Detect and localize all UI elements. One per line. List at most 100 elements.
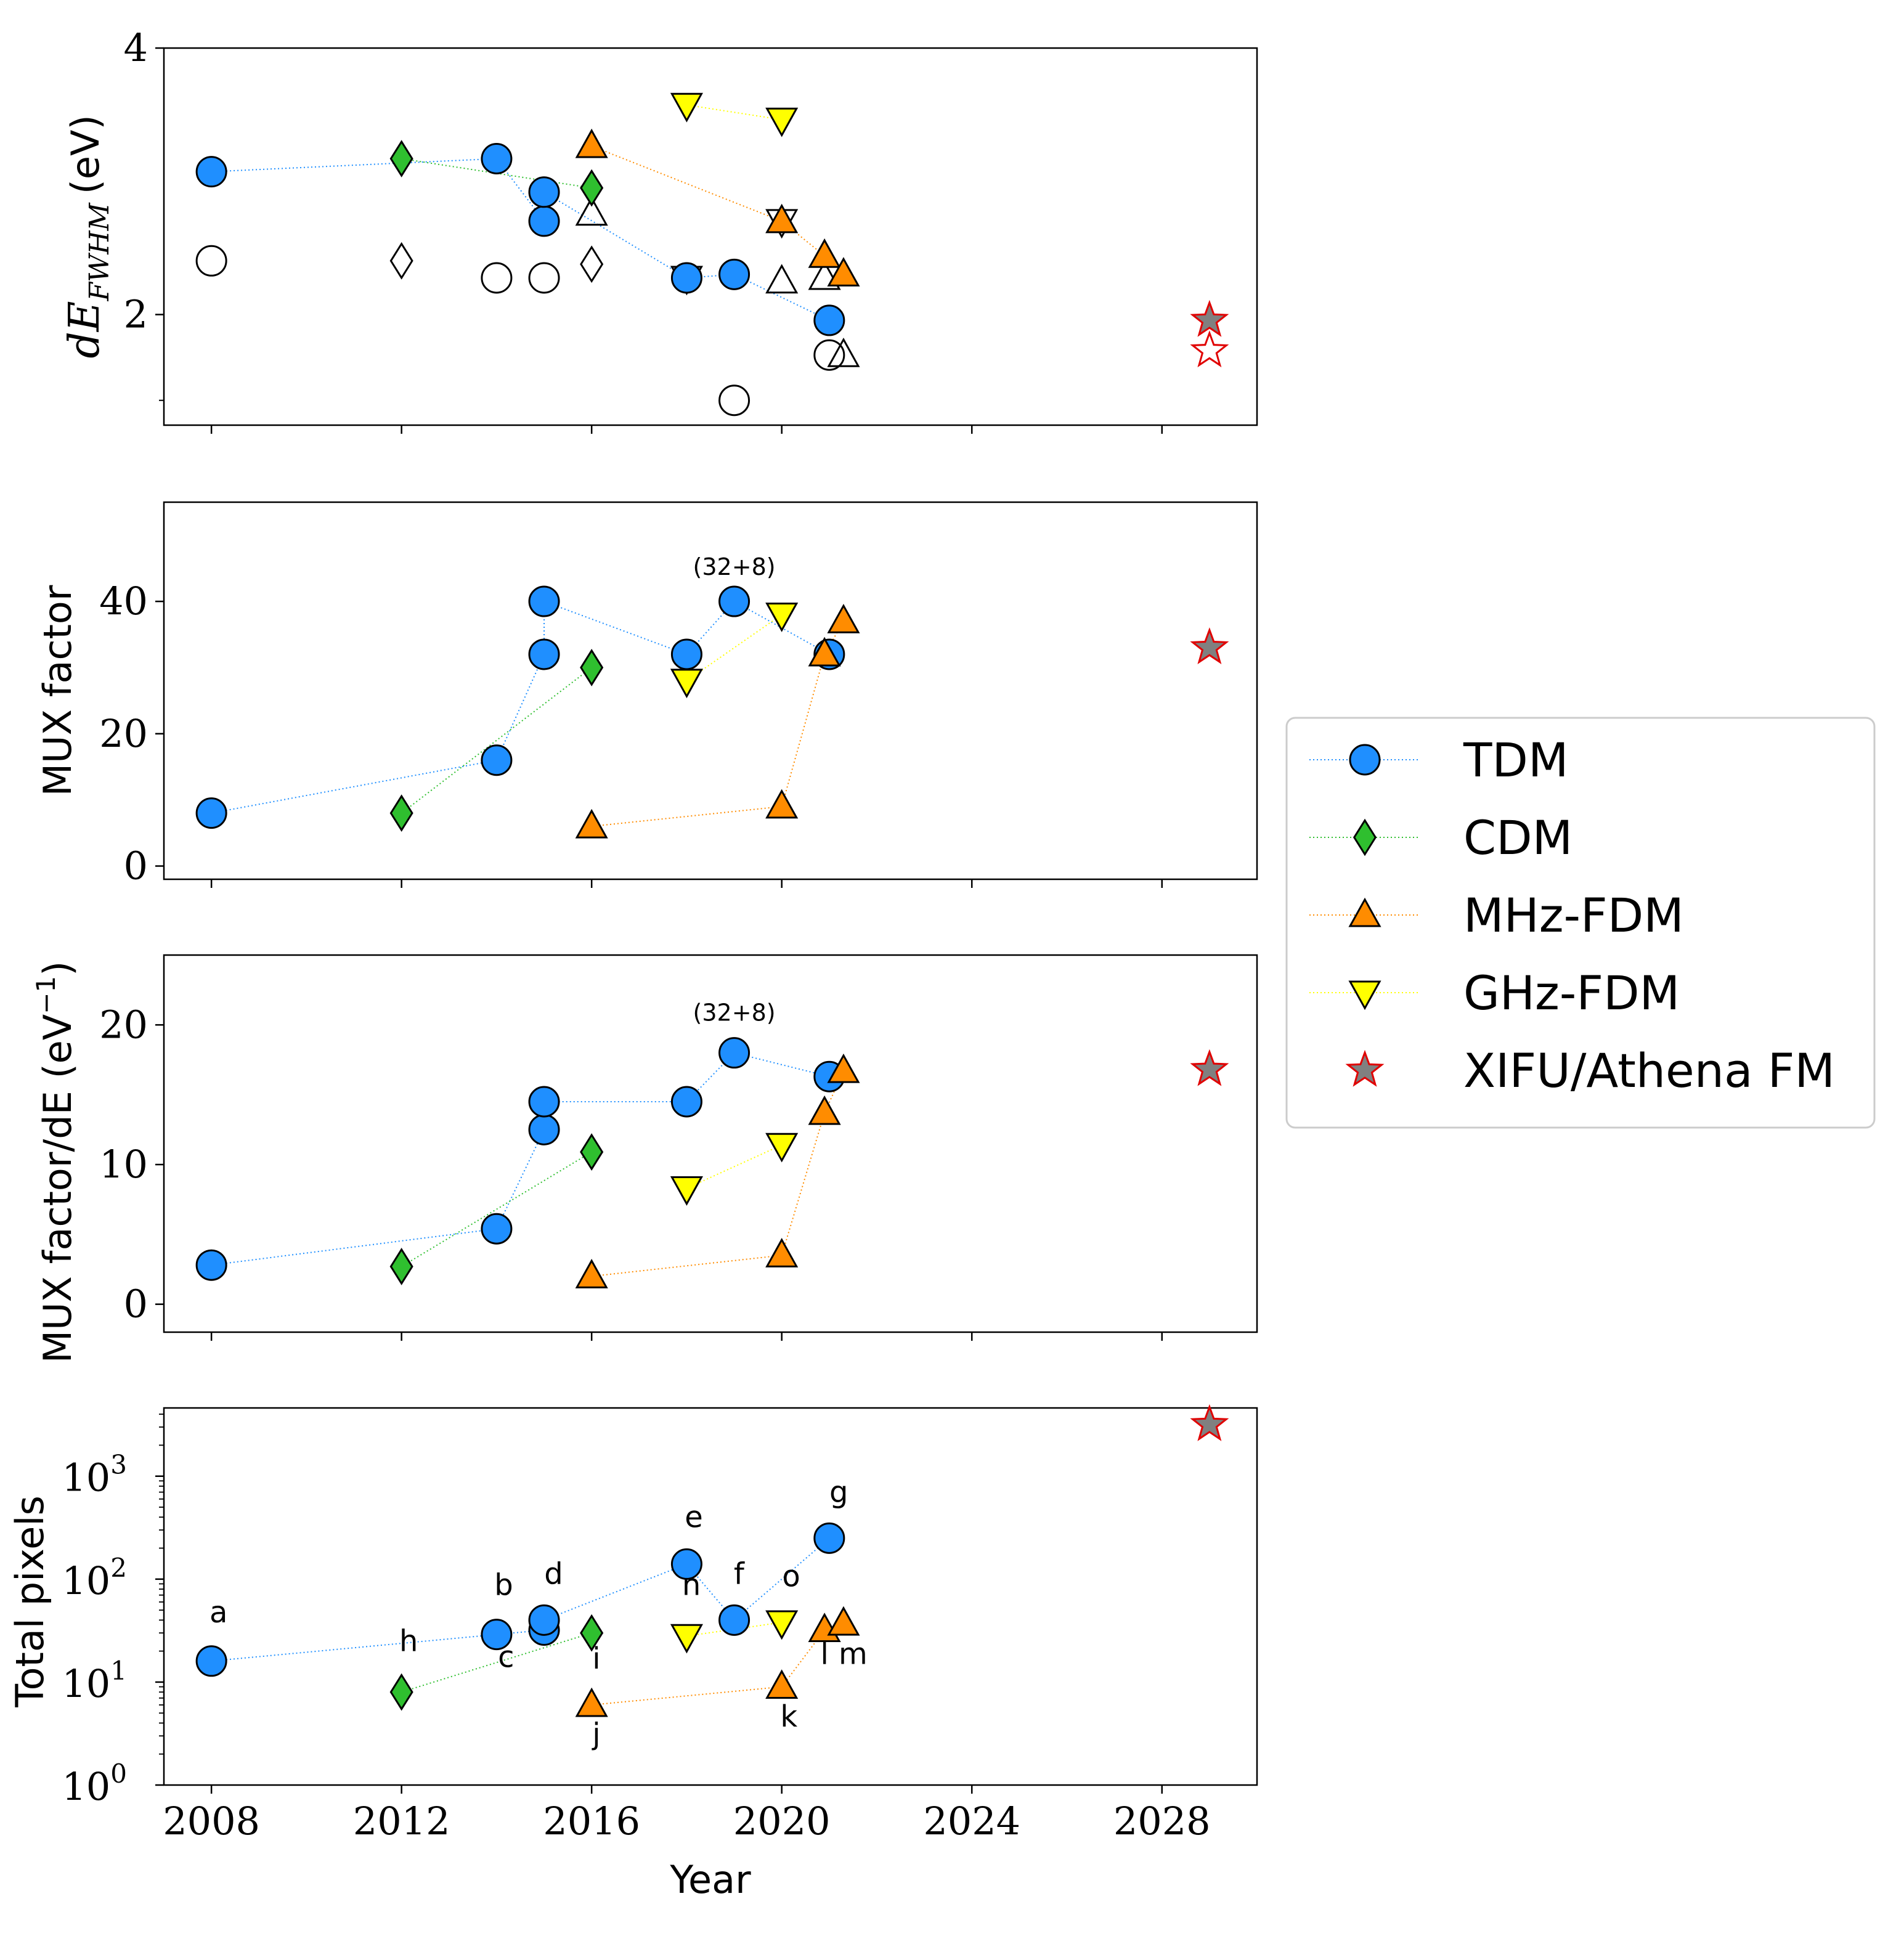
open-marker bbox=[389, 242, 413, 280]
y-tick-exponent: 0 bbox=[110, 1759, 127, 1789]
annotation: l bbox=[820, 1637, 828, 1671]
y-tick-label: 103 bbox=[62, 1450, 127, 1500]
data-point-TDM bbox=[528, 176, 560, 208]
panel-dE: 2 4 dEFWHM (eV) bbox=[60, 25, 1258, 434]
data-point-MHz bbox=[765, 203, 799, 234]
data-point-XIFU bbox=[1190, 299, 1229, 337]
annotation: f bbox=[734, 1556, 745, 1591]
data-point-MHz bbox=[765, 789, 799, 819]
axes-frame bbox=[163, 501, 1258, 881]
x-tick-label: 2012 bbox=[353, 1799, 450, 1844]
x-tick-label: 2028 bbox=[1113, 1799, 1211, 1844]
annotation: h bbox=[399, 1624, 418, 1659]
data-point-MHz bbox=[575, 808, 608, 839]
open-marker bbox=[481, 262, 513, 294]
y-tick-label: 4 bbox=[124, 25, 148, 70]
data-point-TDM bbox=[813, 1522, 845, 1554]
data-point-TDM bbox=[195, 797, 227, 829]
annotation: a bbox=[210, 1595, 227, 1630]
y-label-main: MUX factor/dE (eV bbox=[35, 1014, 80, 1364]
legend-marker-XIFU bbox=[1345, 1049, 1385, 1087]
data-point-TDM bbox=[528, 1086, 560, 1118]
y-tick-label: 0 bbox=[124, 844, 148, 889]
data-point-CDM bbox=[580, 1133, 604, 1171]
data-point-TDM bbox=[718, 258, 751, 290]
data-point-TDM bbox=[528, 638, 560, 670]
data-point-GHz bbox=[670, 669, 703, 699]
annotation: i bbox=[592, 1641, 600, 1676]
data-point-MHz bbox=[827, 603, 860, 633]
annotation: n bbox=[682, 1568, 701, 1603]
y-tick-exponent: 2 bbox=[110, 1553, 127, 1583]
annotation: c bbox=[498, 1640, 514, 1674]
series-line-TDM bbox=[211, 158, 830, 321]
x-tick-label: 2016 bbox=[543, 1799, 640, 1844]
y-tick-label: 20 bbox=[99, 1002, 148, 1047]
y-tick-exponent: 3 bbox=[110, 1450, 127, 1480]
data-point-CDM bbox=[580, 169, 604, 207]
x-axis-label: Year bbox=[669, 1857, 751, 1902]
data-point-CDM bbox=[580, 1614, 604, 1652]
y-axis-label: MUX factor/dE (eV−1) bbox=[31, 961, 80, 1364]
open-marker bbox=[195, 245, 227, 277]
data-point-CDM bbox=[580, 648, 604, 686]
open-marker bbox=[765, 264, 799, 294]
y-label-sub: FWHM bbox=[84, 202, 115, 301]
data-point-CDM bbox=[389, 794, 413, 832]
series-line-TDM bbox=[211, 1052, 830, 1266]
y-tick-label: 40 bbox=[99, 579, 148, 624]
legend-label: GHz-FDM bbox=[1463, 966, 1680, 1020]
legend-marker-MHz bbox=[1348, 897, 1381, 927]
open-marker bbox=[528, 262, 560, 294]
annotation: g bbox=[829, 1475, 848, 1510]
data-point-TDM bbox=[528, 1113, 560, 1145]
axes-frame bbox=[163, 1407, 1258, 1786]
data-point-MHz bbox=[808, 1095, 841, 1125]
data-point-MHz bbox=[827, 1053, 860, 1083]
legend-marker-CDM bbox=[1353, 818, 1377, 856]
y-tick-label: 101 bbox=[62, 1656, 127, 1706]
data-point-TDM bbox=[670, 1086, 702, 1118]
data-point-TDM bbox=[718, 585, 751, 617]
series-line-GHz bbox=[686, 614, 783, 681]
legend-label: XIFU/Athena FM bbox=[1463, 1043, 1835, 1098]
data-point-MHz bbox=[808, 238, 841, 268]
plot-area bbox=[211, 1052, 844, 1277]
annotation: k bbox=[780, 1699, 797, 1734]
y-tick-label: 100 bbox=[62, 1759, 127, 1809]
data-point-MHz bbox=[575, 128, 608, 158]
series-line-MHz bbox=[591, 145, 844, 275]
y-axis-label: Total pixels bbox=[7, 1495, 52, 1708]
annotation: m bbox=[839, 1637, 868, 1671]
data-point-TDM bbox=[528, 205, 560, 237]
y-tick-exponent: 1 bbox=[110, 1656, 127, 1686]
data-point-MHz bbox=[765, 1669, 799, 1699]
annotation: (32+8) bbox=[693, 999, 776, 1027]
y-tick-label: 10 bbox=[99, 1142, 148, 1187]
legend-marker-GHz bbox=[1348, 980, 1381, 1011]
annotation: d bbox=[544, 1556, 563, 1591]
data-point-TDM bbox=[195, 1645, 227, 1677]
series-line-GHz bbox=[686, 1622, 782, 1637]
panel-pix: 2008 2012 2016 2020 2024 2028100101102103Tota… bbox=[7, 1404, 1258, 1844]
annotation: b bbox=[494, 1568, 513, 1603]
series-line-TDM bbox=[211, 600, 830, 814]
data-point-TDM bbox=[528, 1604, 560, 1636]
data-point-TDM bbox=[481, 1213, 513, 1245]
annotation: o bbox=[782, 1560, 800, 1594]
data-point-TDM bbox=[670, 1548, 702, 1580]
open-marker bbox=[808, 260, 841, 290]
data-point-TDM bbox=[195, 156, 227, 188]
data-point-GHz bbox=[765, 107, 799, 137]
data-point-CDM bbox=[389, 1673, 413, 1711]
panel-mux: 0 20 40 MUX factor (32+8) bbox=[35, 501, 1258, 889]
data-point-MHz bbox=[827, 1606, 860, 1636]
data-point-MHz bbox=[575, 1259, 608, 1288]
legend: TDM CDM MHz-FDM GHz-FDM XIFU/Athena FM bbox=[1285, 717, 1876, 1129]
data-point-GHz bbox=[670, 92, 703, 123]
axes-frame bbox=[163, 47, 1258, 426]
data-point-MHz bbox=[808, 637, 841, 667]
open-marker bbox=[813, 339, 845, 371]
legend-label: MHz-FDM bbox=[1463, 888, 1684, 943]
